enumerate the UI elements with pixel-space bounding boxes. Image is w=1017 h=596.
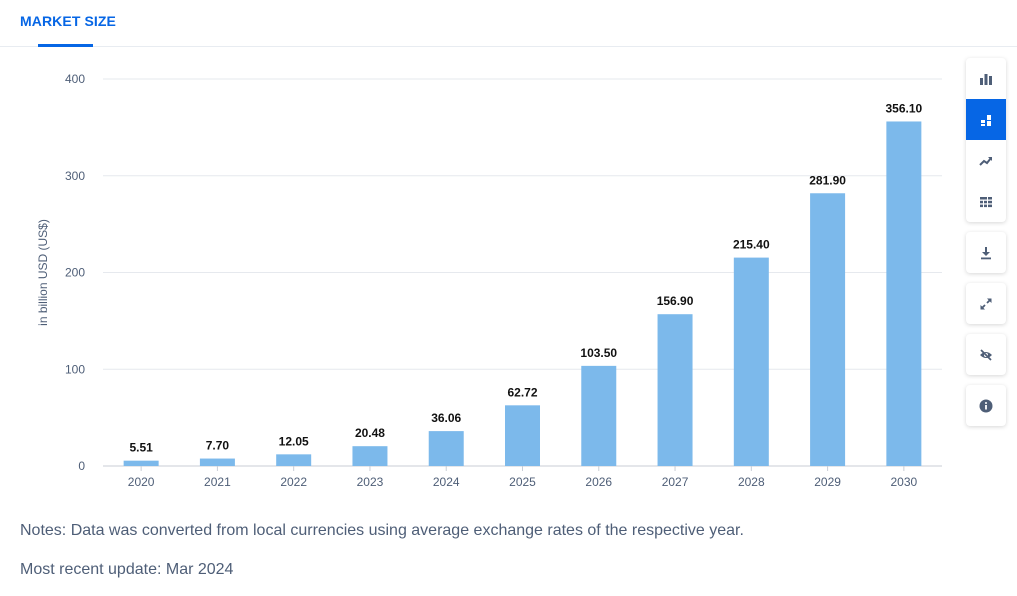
data-label-2030: 356.10 — [886, 101, 923, 115]
last-update: Most recent update: Mar 2024 — [20, 561, 234, 578]
x-tick-label-2030: 2030 — [891, 475, 918, 489]
bar-2022 — [276, 454, 312, 466]
data-label-2027: 156.90 — [657, 294, 694, 308]
table-view-button[interactable] — [966, 181, 1006, 222]
info-icon — [979, 399, 993, 412]
hide-button[interactable] — [966, 334, 1006, 375]
bar-chart-button[interactable] — [966, 58, 1006, 99]
bar-2020 — [123, 460, 159, 466]
download-group — [966, 232, 1006, 273]
chart-type-group — [966, 58, 1006, 222]
bar-2029 — [810, 193, 846, 466]
x-tick-label-2020: 2020 — [128, 475, 155, 489]
expand-icon — [980, 298, 992, 309]
y-tick-label: 100 — [65, 362, 85, 376]
data-label-2025: 62.72 — [507, 385, 537, 399]
market-size-bar-chart: 0 100 200 300 400 in billion USD (US$) 5.51 202… — [36, 72, 942, 489]
chart-notes: Notes: Data was converted from local cur… — [20, 522, 744, 539]
trend-line-button[interactable] — [966, 140, 1006, 181]
x-tick-label-2021: 2021 — [204, 475, 231, 489]
x-tick-label-2024: 2024 — [433, 475, 460, 489]
data-label-2020: 5.51 — [129, 441, 153, 455]
bar-2030 — [886, 121, 922, 466]
data-label-2021: 7.70 — [206, 439, 230, 453]
bar-2021 — [199, 458, 235, 466]
info-group — [966, 385, 1006, 426]
data-label-2024: 36.06 — [431, 411, 461, 425]
x-tick-label-2023: 2023 — [357, 475, 384, 489]
download-icon — [981, 246, 991, 259]
y-tick-label: 0 — [78, 459, 85, 473]
y-tick-label: 300 — [65, 169, 85, 183]
bar-2026 — [581, 365, 617, 466]
bar-2024 — [428, 431, 464, 466]
info-button[interactable] — [966, 385, 1006, 426]
table-icon — [980, 196, 992, 207]
tab-bar: MARKET SIZE — [0, 0, 1017, 47]
data-label-2028: 215.40 — [733, 238, 770, 252]
hide-group — [966, 334, 1006, 375]
stacked-bar-icon — [981, 114, 991, 126]
data-label-2022: 12.05 — [279, 434, 309, 448]
data-label-2023: 20.48 — [355, 426, 385, 440]
bar-2028 — [733, 257, 769, 466]
tab-market-size[interactable]: MARKET SIZE — [20, 13, 116, 29]
y-tick-label: 200 — [65, 266, 85, 280]
data-label-2026: 103.50 — [580, 346, 617, 360]
tab-active-indicator — [38, 44, 93, 47]
bar-2023 — [352, 446, 388, 466]
download-button[interactable] — [966, 232, 1006, 273]
fullscreen-group — [966, 283, 1006, 324]
data-label-2029: 281.90 — [809, 173, 846, 187]
y-axis-label: in billion USD (US$) — [36, 219, 50, 326]
x-tick-label-2026: 2026 — [585, 475, 612, 489]
x-tick-label-2022: 2022 — [280, 475, 307, 489]
fullscreen-button[interactable] — [966, 283, 1006, 324]
bar-2025 — [505, 405, 540, 466]
x-tick-label-2029: 2029 — [814, 475, 841, 489]
hide-icon — [980, 348, 992, 361]
bar-2027 — [657, 314, 693, 466]
bar-chart-icon — [980, 73, 992, 85]
chart-toolbar — [966, 58, 1006, 436]
y-tick-label: 400 — [65, 72, 85, 86]
x-tick-label-2025: 2025 — [509, 475, 536, 489]
x-tick-label-2027: 2027 — [662, 475, 689, 489]
stacked-bar-button[interactable] — [966, 99, 1006, 140]
trend-line-icon — [979, 156, 992, 166]
x-tick-label-2028: 2028 — [738, 475, 765, 489]
